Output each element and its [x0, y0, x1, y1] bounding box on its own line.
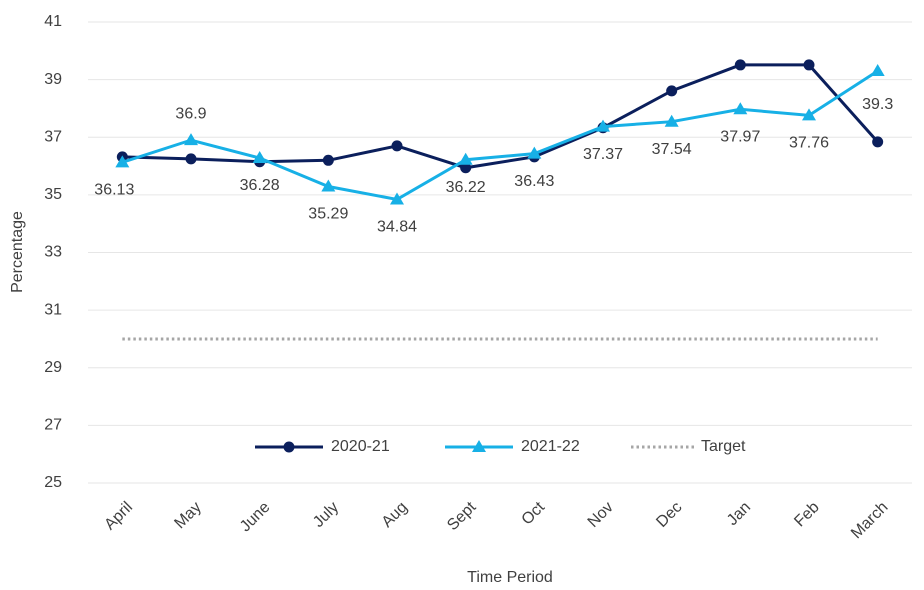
y-tick-label: 25 — [44, 474, 62, 491]
point — [872, 136, 884, 148]
point — [460, 162, 472, 174]
series-line — [122, 63, 879, 170]
point — [527, 146, 542, 159]
point — [391, 140, 403, 152]
point — [802, 108, 816, 121]
point — [321, 179, 336, 192]
y-tick-label: 37 — [44, 128, 62, 145]
x-tick-label: Oct — [519, 498, 549, 528]
point — [733, 102, 748, 115]
x-tick-label: Sept — [444, 498, 480, 534]
point — [184, 133, 198, 146]
data-label: 36.9 — [175, 105, 206, 122]
legend-label: 2020-21 — [331, 438, 390, 455]
point — [458, 152, 473, 165]
x-tick-label: March — [848, 499, 891, 542]
x-tick-label: April — [101, 499, 136, 534]
series-line — [121, 69, 879, 202]
data-label: 35.29 — [308, 206, 348, 223]
y-tick-label: 33 — [44, 244, 62, 261]
x-tick-label: Nov — [585, 499, 617, 531]
x-tick-label: July — [310, 499, 342, 531]
x-tick-label: May — [171, 499, 204, 532]
point — [870, 63, 885, 76]
point — [185, 153, 197, 165]
point — [734, 59, 746, 71]
y-tick-label: 39 — [44, 71, 62, 88]
data-label: 37.97 — [720, 129, 760, 146]
x-axis-title: Time Period — [467, 569, 553, 586]
y-axis-title: Percentage — [9, 211, 26, 293]
point — [666, 85, 678, 97]
legend-label: Target — [701, 438, 746, 455]
point — [596, 119, 610, 132]
point — [252, 150, 267, 163]
legend-label: 2021-22 — [521, 438, 580, 455]
legend-marker — [472, 440, 486, 452]
data-label: 36.28 — [240, 177, 280, 194]
point — [664, 114, 679, 127]
x-tick-label: Feb — [791, 499, 823, 531]
data-label: 36.22 — [446, 179, 486, 196]
data-label: 37.37 — [583, 146, 623, 163]
data-label: 36.43 — [514, 173, 554, 190]
point — [803, 59, 815, 71]
y-tick-label: 27 — [44, 417, 62, 434]
y-tick-label: 29 — [44, 359, 62, 376]
y-tick-label: 41 — [44, 13, 62, 30]
x-tick-label: Dec — [653, 499, 685, 531]
point — [322, 154, 334, 166]
point — [390, 192, 404, 205]
legend-marker — [283, 441, 295, 453]
y-tick-label: 35 — [44, 186, 62, 203]
point — [115, 155, 130, 168]
data-label: 39.3 — [862, 96, 893, 113]
x-tick-label: June — [237, 499, 274, 536]
data-label: 37.54 — [652, 141, 692, 158]
x-tick-label: Aug — [379, 499, 411, 531]
y-tick-label: 31 — [44, 301, 62, 318]
data-label: 34.84 — [377, 219, 417, 236]
data-label: 37.76 — [789, 135, 829, 152]
x-tick-label: Jan — [724, 499, 754, 529]
data-label: 36.13 — [94, 182, 134, 199]
